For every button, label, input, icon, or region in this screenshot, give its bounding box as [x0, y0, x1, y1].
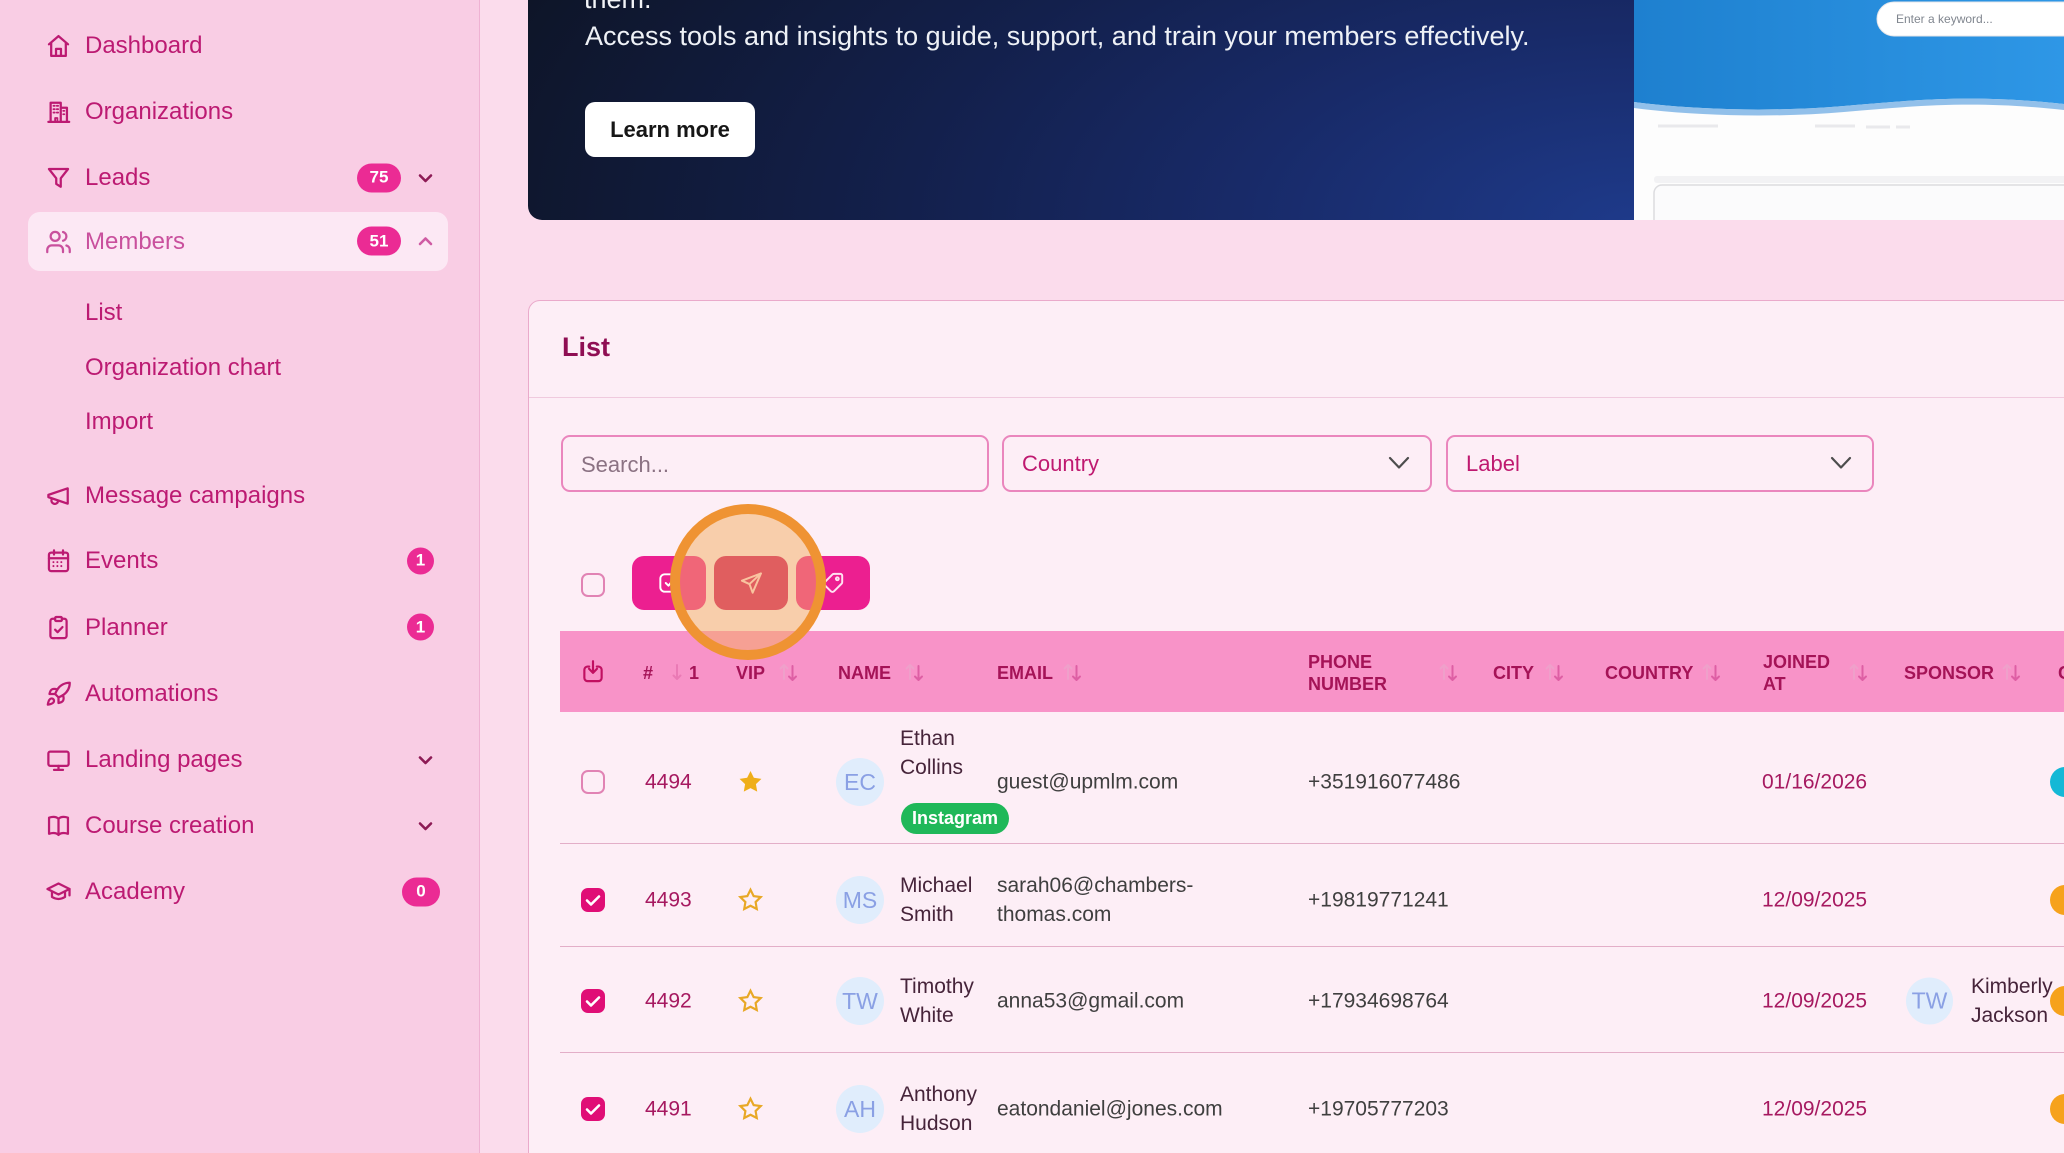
svg-text:Enter a keyword...: Enter a keyword...: [1896, 12, 1993, 26]
